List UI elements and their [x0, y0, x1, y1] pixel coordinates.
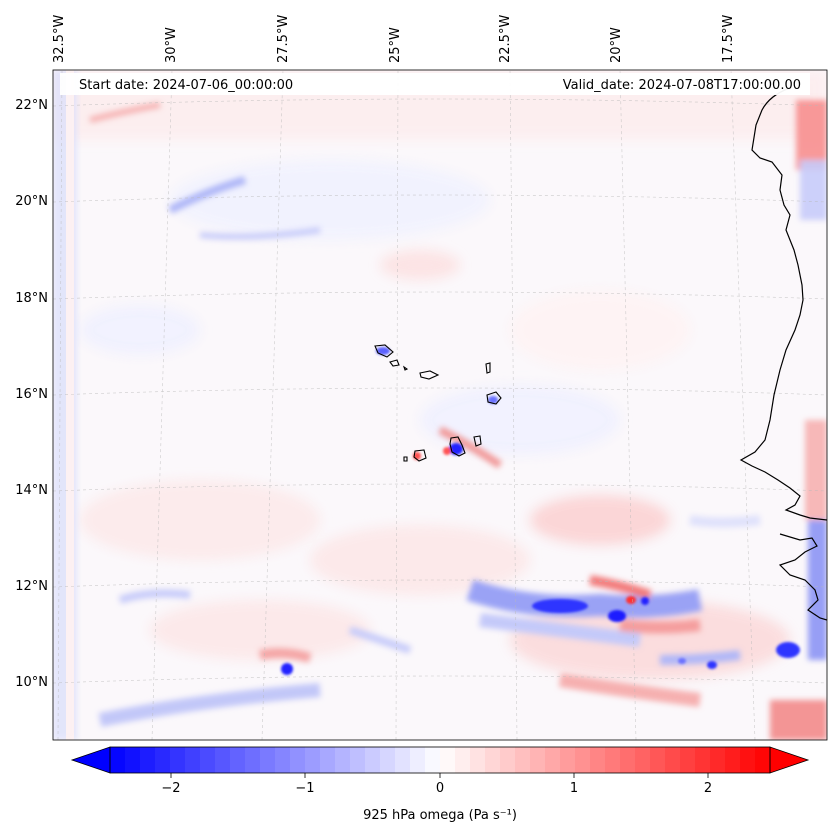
- colorbar-segment: [740, 747, 756, 773]
- map-background: [53, 70, 827, 740]
- lon-label-30w: 30°W: [164, 27, 179, 63]
- colorbar-segment: [410, 747, 426, 773]
- lon-label-27-5w: 27.5°W: [276, 14, 291, 63]
- colorbar-segment: [335, 747, 351, 773]
- colorbar-segment: [470, 747, 486, 773]
- colorbar-segment: [545, 747, 561, 773]
- colorbar-segment: [185, 747, 201, 773]
- colorbar-frame: [109, 746, 771, 774]
- lat-label-14n: 14°N: [15, 483, 48, 498]
- colorbar-segment: [125, 747, 141, 773]
- lon-label-25w: 25°W: [388, 27, 403, 63]
- colorbar-segment: [485, 747, 501, 773]
- colorbar-segment: [320, 747, 336, 773]
- colorbar-tick-0: 0: [435, 781, 445, 796]
- gridline-lon-27-5w: [261, 70, 284, 740]
- colorbar-segment: [425, 747, 441, 773]
- colorbar-segment: [230, 747, 246, 773]
- colorbar-segment: [455, 747, 471, 773]
- gridline-lat-20n: [53, 194, 827, 203]
- colorbar-segment: [725, 747, 741, 773]
- lat-label-20n: 20°N: [15, 194, 48, 209]
- map-frame: [52, 69, 828, 741]
- colorbar-segment: [215, 747, 231, 773]
- gridline-lon-17-5w: [730, 70, 756, 740]
- colorbar-segment: [755, 747, 771, 773]
- colorbar-segment: [695, 747, 711, 773]
- colorbar-segment: [575, 747, 591, 773]
- lon-label-22-5w: 22.5°W: [498, 14, 513, 63]
- lat-label-22n: 22°N: [15, 98, 48, 113]
- gridline-lat-22n: [53, 98, 827, 107]
- lon-label-20w: 20°W: [609, 27, 624, 63]
- colorbar-extend-min: [70, 746, 111, 774]
- colorbar-segment: [365, 747, 381, 773]
- lon-label-17-5w: 17.5°W: [721, 14, 736, 63]
- colorbar-segment: [395, 747, 411, 773]
- colorbar-title: 925 hPa omega (Pa s⁻¹): [363, 808, 517, 823]
- lat-label-10n: 10°N: [15, 675, 48, 690]
- colorbar-segment: [590, 747, 606, 773]
- colorbar-segment: [290, 747, 306, 773]
- colorbar-segment: [275, 747, 291, 773]
- colorbar-segment: [200, 747, 216, 773]
- colorbar-segment: [620, 747, 636, 773]
- colorbar: [70, 746, 810, 778]
- start-date-label: Start date: 2024-07-06_00:00:00: [79, 78, 294, 93]
- colorbar-segment: [515, 747, 531, 773]
- gridline-lat-16n: [53, 387, 827, 396]
- colorbar-segment: [665, 747, 681, 773]
- lat-label-16n: 16°N: [15, 387, 48, 402]
- lon-label-32-5w: 32.5°W: [52, 14, 67, 63]
- colorbar-segment: [710, 747, 726, 773]
- colorbar-tick-neg1: −1: [295, 781, 315, 796]
- gridline-lon-20w: [619, 70, 637, 740]
- gridline-lat-14n: [53, 483, 827, 492]
- colorbar-segment: [140, 747, 156, 773]
- colorbar-segment: [635, 747, 651, 773]
- colorbar-tick-2: 2: [703, 781, 713, 796]
- gridline-lon-25w: [395, 70, 399, 740]
- colorbar-extend-max: [769, 746, 810, 774]
- colorbar-segment: [110, 747, 126, 773]
- colorbar-segment: [560, 747, 576, 773]
- colorbar-segment: [380, 747, 396, 773]
- colorbar-segment: [500, 747, 516, 773]
- colorbar-tick-neg2: −2: [161, 781, 181, 796]
- colorbar-segment: [650, 747, 666, 773]
- cape-verde-islands: [374, 344, 502, 462]
- gridline-lat-10n: [53, 675, 827, 684]
- colorbar-segment: [530, 747, 546, 773]
- colorbar-segment: [245, 747, 261, 773]
- colorbar-segment: [155, 747, 171, 773]
- colorbar-segment: [350, 747, 366, 773]
- gridline-lon-32-5w: [57, 70, 63, 740]
- colorbar-tick-1: 1: [569, 781, 579, 796]
- colorbar-segment: [305, 747, 321, 773]
- colorbar-segment: [440, 747, 456, 773]
- colorbar-segment: [605, 747, 621, 773]
- gridline-lat-18n: [53, 291, 827, 300]
- colorbar-segment: [170, 747, 186, 773]
- colorbar-segment: [680, 747, 696, 773]
- gridline-lon-30w: [151, 70, 173, 740]
- gridline-lon-22-5w: [509, 70, 518, 740]
- colorbar-segment: [260, 747, 276, 773]
- lat-label-18n: 18°N: [15, 291, 48, 306]
- gridline-lat-12n: [53, 579, 827, 588]
- lat-label-12n: 12°N: [15, 579, 48, 594]
- valid-date-label: Valid_date: 2024-07-08T17:00:00.00: [562, 78, 801, 93]
- coastline: [739, 87, 827, 621]
